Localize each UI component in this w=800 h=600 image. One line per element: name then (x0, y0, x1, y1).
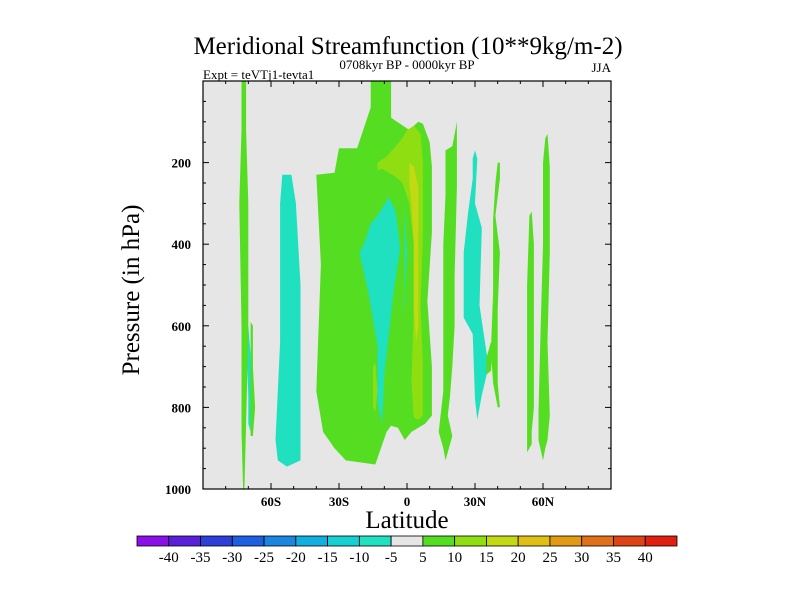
y-axis-label: Pressure (in hPa) (118, 205, 145, 376)
colorbar-swatch (231, 535, 265, 547)
y-tick-label: 800 (172, 400, 192, 415)
colorbar-label: 10 (447, 550, 462, 566)
colorbar-swatch (168, 535, 201, 547)
colorbar-label: 20 (511, 550, 526, 566)
colorbar-swatch (390, 535, 424, 547)
x-tick-label: 60S (261, 494, 281, 509)
colorbar-label: 30 (574, 550, 589, 566)
season-label: JJA (591, 60, 611, 75)
colorbar-swatch (358, 535, 392, 547)
y-tick-label: 400 (172, 237, 192, 252)
contour-region-9 (402, 203, 407, 314)
colorbar-swatch (644, 535, 678, 547)
y-tick-label: 600 (172, 319, 192, 334)
x-tick-label: 30N (464, 494, 487, 509)
x-axis-ticks: 60S 30S 0 30N 60N (225, 81, 589, 509)
contour-region-11 (463, 150, 489, 420)
colorbar-label: -5 (385, 550, 398, 566)
y-tick-label: 200 (172, 156, 192, 171)
contour-region-7 (373, 362, 378, 412)
period-label: 0708kyr BP - 0000kyr BP (339, 57, 474, 72)
colorbar-swatch (200, 535, 233, 547)
chart-title: Meridional Streamfunction (10**9kg/m-2) (193, 33, 622, 60)
contour-region-2 (250, 321, 256, 436)
colorbar-swatch (136, 535, 170, 547)
colorbar-swatch (613, 535, 646, 547)
x-tick-label: 0 (404, 494, 411, 509)
contour-region-8 (409, 162, 419, 343)
colorbar-swatch (454, 535, 487, 547)
colorbar-label: 35 (606, 550, 621, 566)
colorbar-label: 5 (419, 550, 427, 566)
colorbar-swatch (422, 535, 456, 547)
contour-regions (239, 81, 550, 489)
colorbar: -40 -35 -30 -25 -20 -15 -10 -5 5 10 15 20 25 30 35 40 (136, 535, 678, 566)
experiment-label: Expt = teVTj1-tevta1 (203, 67, 314, 82)
colorbar-swatch (327, 535, 360, 547)
colorbar-label: -15 (318, 550, 338, 566)
colorbar-label: 25 (542, 550, 557, 566)
y-axis-ticks: 200 400 600 800 1000 (165, 100, 611, 497)
colorbar-label: -10 (349, 550, 369, 566)
x-tick-label: 30S (329, 494, 349, 509)
contour-region-1 (239, 81, 249, 489)
colorbar-swatch (263, 535, 297, 547)
contour-region-3 (275, 174, 301, 467)
x-tick-label: 60N (532, 494, 555, 509)
x-axis-label: Latitude (365, 507, 448, 534)
colorbar-swatch (549, 535, 583, 547)
colorbar-label: -20 (286, 550, 306, 566)
y-tick-label: 1000 (165, 482, 191, 497)
contour-region-15 (538, 134, 550, 461)
colorbar-swatch (517, 535, 551, 547)
colorbar-swatch (295, 535, 328, 547)
contour-region-13 (490, 162, 500, 408)
colorbar-label: -35 (191, 550, 211, 566)
colorbar-swatch (486, 535, 519, 547)
colorbar-label: -25 (254, 550, 274, 566)
contour-region-14 (527, 211, 534, 453)
colorbar-label: 15 (479, 550, 494, 566)
colorbar-swatch (581, 535, 614, 547)
contour-region-10 (438, 121, 457, 461)
contour-region-5 (359, 197, 401, 424)
colorbar-label: -30 (222, 550, 242, 566)
colorbar-label: -40 (159, 550, 179, 566)
colorbar-label: 40 (638, 550, 653, 566)
